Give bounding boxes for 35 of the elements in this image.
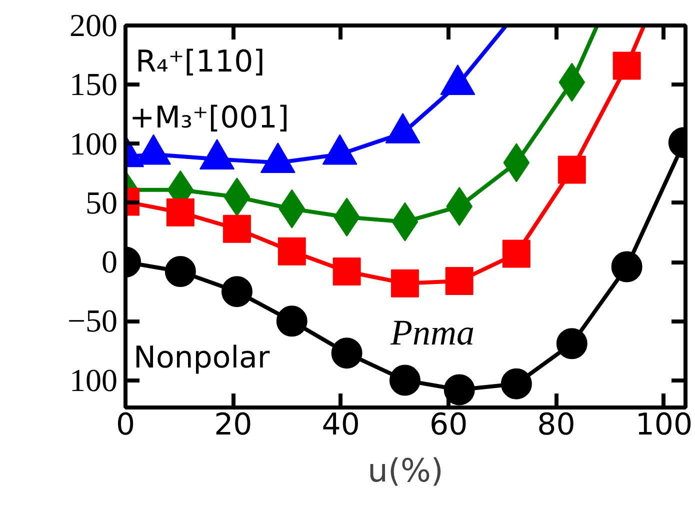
point <box>612 52 641 80</box>
x-tick-label: 100 <box>635 408 693 442</box>
point <box>502 240 530 268</box>
point <box>221 276 252 308</box>
x-tick-label: 20 <box>214 408 252 442</box>
y-tick-label: 100 <box>70 362 118 398</box>
point <box>389 364 420 396</box>
y-tick-label: −50 <box>67 302 118 339</box>
y-tick-label: 150 <box>70 66 118 102</box>
annotation: Nonpolar <box>134 340 270 376</box>
annotation: Pnma <box>390 312 474 352</box>
point <box>611 251 642 282</box>
y-tick-label: 50 <box>86 184 118 220</box>
y-tick-label: 200 <box>70 7 118 43</box>
point <box>164 256 196 287</box>
point <box>390 269 419 298</box>
x-tick-label: 40 <box>322 408 360 442</box>
annotation: +M₃⁺[001] <box>130 100 290 136</box>
x-axis-title: u(%) <box>368 452 444 490</box>
point <box>332 257 361 286</box>
point <box>500 368 532 400</box>
point <box>276 306 308 337</box>
point <box>331 338 362 369</box>
point <box>222 214 251 243</box>
x-tick-label: 80 <box>537 408 576 442</box>
point <box>556 328 588 360</box>
point <box>278 237 306 266</box>
point <box>444 374 475 406</box>
x-tick-label: 60 <box>429 408 468 442</box>
annotation: R₄⁺[110] <box>136 44 265 80</box>
y-tick-label: 0 <box>102 244 118 280</box>
y-tick-label: 100 <box>70 125 118 162</box>
point <box>558 156 586 184</box>
point <box>445 266 474 295</box>
point <box>166 198 194 226</box>
